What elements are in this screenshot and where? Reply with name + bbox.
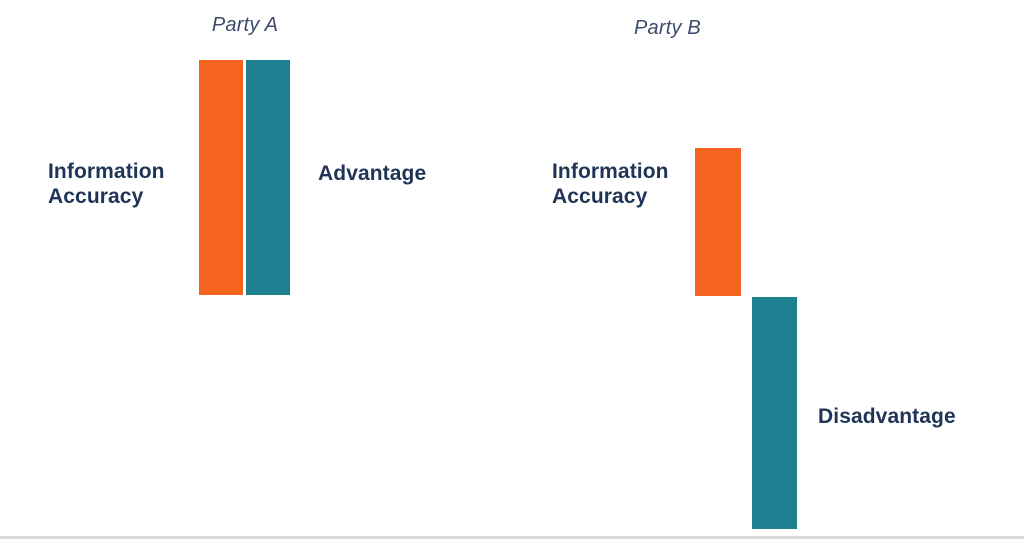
party-a-information-accuracy-label: Information Accuracy [48,160,165,208]
party-b-information-accuracy-bar [695,148,741,296]
bottom-divider-line [0,536,1024,539]
party-b-title: Party B [634,17,701,39]
party-a-title: Party A [211,14,279,36]
party-b-disadvantage-bar [752,297,797,529]
party-a-information-accuracy-bar [199,60,243,295]
party-b-disadvantage-label: Disadvantage [818,405,956,428]
party-a-advantage-label: Advantage [318,162,427,185]
party-b-information-accuracy-label: Information Accuracy [552,160,669,208]
party-a-advantage-bar [246,60,290,295]
